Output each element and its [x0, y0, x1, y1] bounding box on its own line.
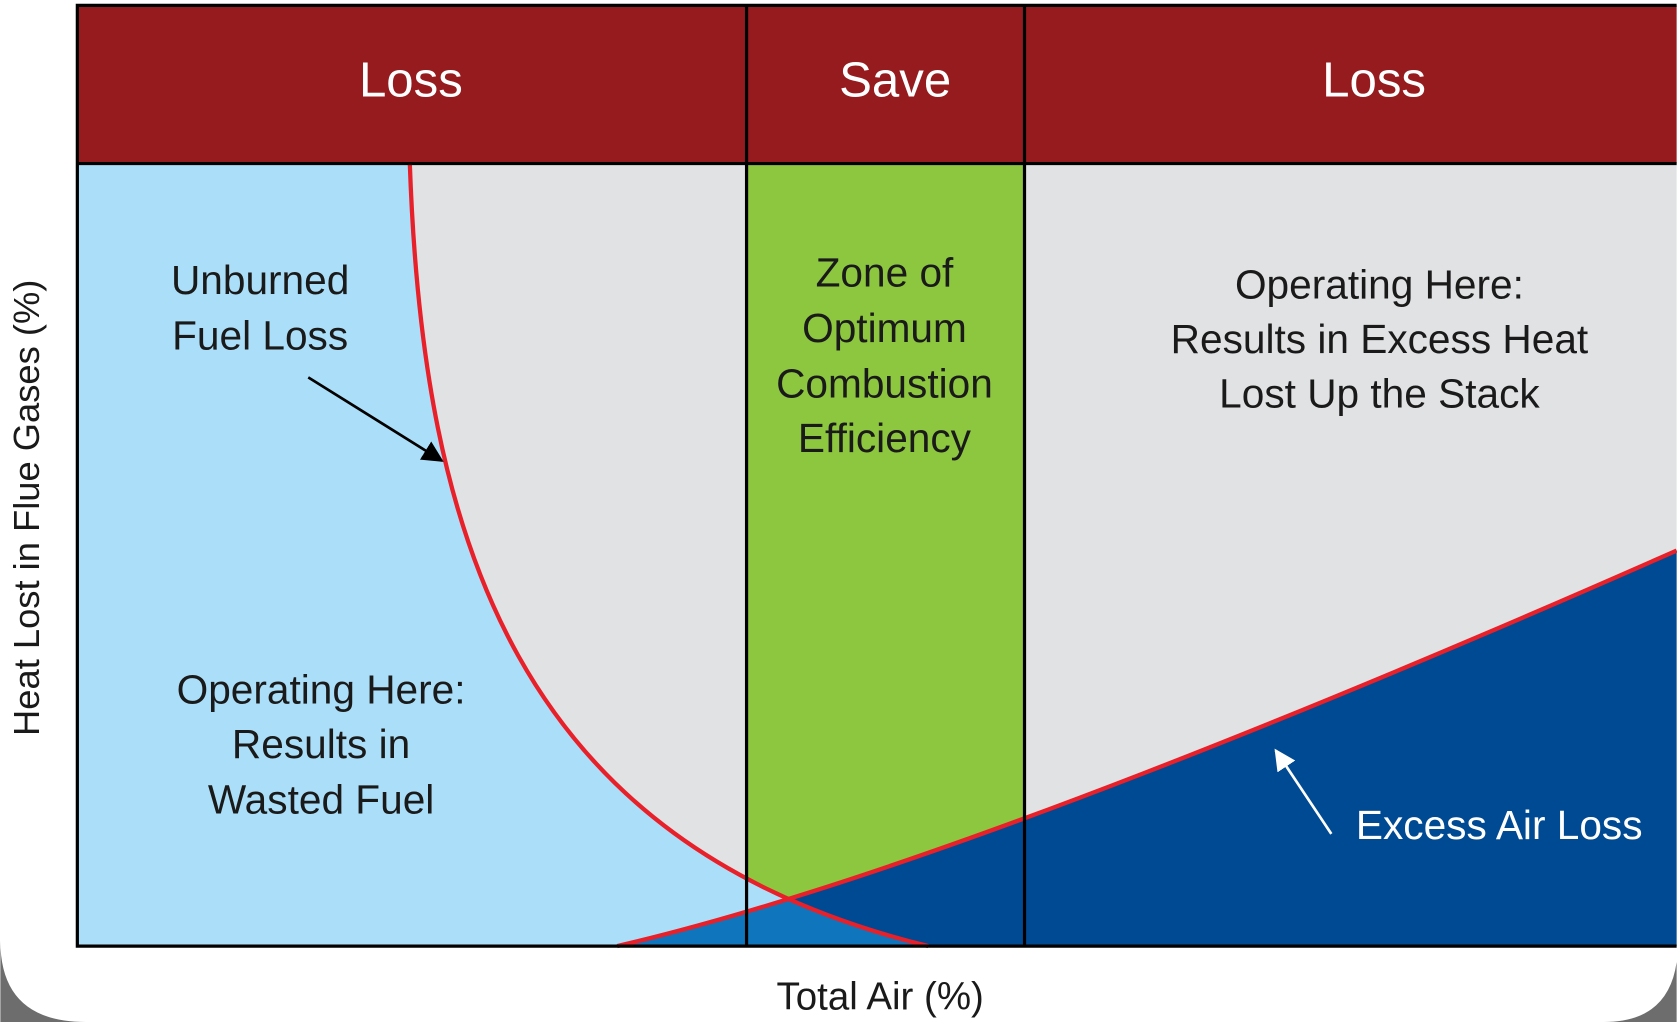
label-line: Operating Here:: [1235, 261, 1524, 307]
label-line: Results in Excess Heat: [1171, 316, 1589, 362]
label-line: Lost Up the Stack: [1219, 370, 1540, 416]
arrow: [1274, 748, 1333, 835]
label-line: Combustion: [776, 361, 993, 407]
excess-air-area: [617, 550, 1677, 947]
x-axis-label: Total Air (%): [777, 976, 984, 1019]
label-line: Optimum: [802, 305, 967, 351]
optimum-band: [746, 163, 1025, 947]
excess-air-curve: [616, 548, 1677, 949]
label-line: Unburned: [171, 257, 349, 303]
label-line: Zone of: [816, 250, 954, 296]
label: Excess Air Loss: [1356, 802, 1643, 848]
arrow: [307, 376, 444, 462]
frame: [75, 3, 1677, 948]
label-line: Operating Here:: [177, 666, 466, 712]
header-cell: Loss: [1322, 52, 1426, 107]
header-bar: [77, 5, 1677, 164]
unburned-fuel-curve: [407, 163, 929, 949]
wasted-fuel-area: [77, 163, 929, 947]
y-axis-label: Heat Lost in Flue Gases (%): [6, 280, 47, 736]
frame-corner: [1603, 962, 1677, 1022]
frame-corner: [0, 940, 86, 1022]
header-cell: Loss: [359, 52, 463, 107]
label-line: Results in: [232, 721, 410, 767]
label-line: Efficiency: [798, 415, 972, 461]
label-line: Fuel Loss: [172, 313, 348, 359]
label-line: Wasted Fuel: [208, 777, 434, 823]
header-cell: Save: [839, 52, 951, 107]
